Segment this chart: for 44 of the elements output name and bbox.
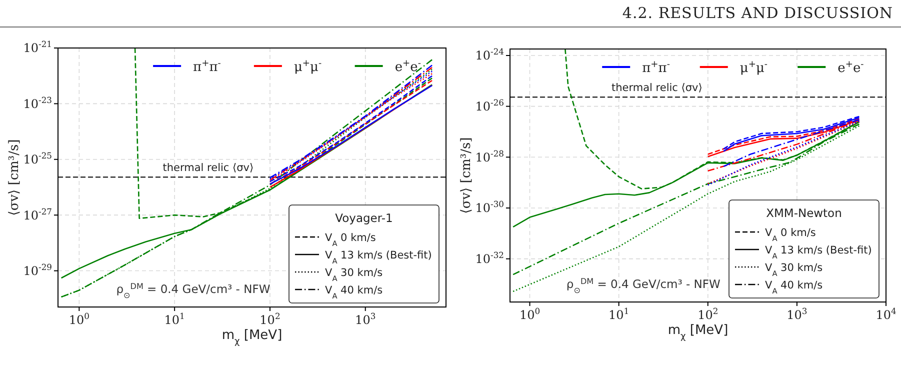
x-tick-label: 10$^{1}$ (164, 311, 185, 327)
y-tick-label: 10$^{-28}$ (475, 148, 504, 164)
y-tick-label: 10$^{-32}$ (475, 250, 504, 266)
y-tick-label: 10$^{-26}$ (475, 98, 504, 114)
y-tick-label: 10$^{-29}$ (23, 262, 52, 278)
x-tick-label: 10$^{0}$ (68, 311, 90, 327)
legend-label: V$_{A}$ 13 km/s (Best-fit) (765, 244, 872, 260)
y-axis-title: ⟨σv⟩ [cm³/s] (7, 139, 22, 216)
y-axis-title: ⟨σv⟩ [cm³/s] (459, 137, 474, 214)
x-tick-label: 10$^{1}$ (608, 306, 630, 322)
legend-label: V$_{A}$ 13 km/s (Best-fit) (325, 250, 432, 265)
legend-label: V$_{A}$ 30 km/s (765, 262, 823, 278)
legend-label: μ$^{+}$μ$^{-}$ (294, 59, 322, 75)
y-tick-label: 10$^{-23}$ (23, 94, 52, 111)
x-axis-title: m$_{χ}$ [MeV] (222, 328, 282, 347)
y-tick-label: 10$^{-24}$ (475, 46, 504, 63)
y-tick-label: 10$^{-27}$ (23, 206, 52, 222)
y-tick-label: 10$^{-30}$ (475, 199, 504, 216)
y-tick-label: 10$^{-25}$ (23, 150, 52, 167)
legend-label: e$^{+}$e$^{-}$ (394, 59, 421, 75)
legend-title: Voyager-1 (335, 211, 393, 225)
ref-line-label: thermal relic ⟨σv⟩ (612, 82, 702, 94)
legend-label: V$_{A}$ 40 km/s (765, 280, 823, 295)
x-tick-label: 10$^{2}$ (698, 306, 718, 322)
legend-title: XMM-Newton (766, 206, 842, 220)
annotation: ρ$_{⊙}$$^{DM}$ = 0.4 GeV/cm³ - NFW (566, 276, 720, 294)
legend-label: π$^{+}$π$^{-}$ (642, 60, 670, 76)
x-tick-label: 10$^{3}$ (355, 311, 376, 327)
legend-label: π$^{+}$π$^{-}$ (193, 59, 221, 75)
text: 4.2. RESULTS AND DISCUSSION (622, 4, 893, 22)
legend-label: μ$^{+}$μ$^{-}$ (740, 60, 768, 76)
x-tick-label: 10$^{3}$ (786, 306, 808, 322)
x-tick-label: 10$^{4}$ (876, 306, 896, 322)
x-tick-label: 10$^{0}$ (519, 306, 540, 322)
legend-label: V$_{A}$ 40 km/s (325, 284, 383, 300)
y-tick-label: 10$^{-21}$ (23, 39, 52, 56)
legend-label: V$_{A}$ 0 km/s (765, 227, 816, 242)
x-tick-label: 10$^{2}$ (260, 311, 280, 327)
legend-label: V$_{A}$ 0 km/s (325, 232, 376, 248)
x-axis-title: m$_{χ}$ [MeV] (668, 323, 728, 342)
annotation: ρ$_{⊙}$$^{DM}$ = 0.4 GeV/cm³ - NFW (116, 282, 270, 300)
ref-line-label: thermal relic ⟨σv⟩ (162, 162, 254, 174)
legend-label: e$^{+}$e$^{-}$ (838, 60, 864, 76)
legend-label: V$_{A}$ 30 km/s (325, 267, 383, 282)
